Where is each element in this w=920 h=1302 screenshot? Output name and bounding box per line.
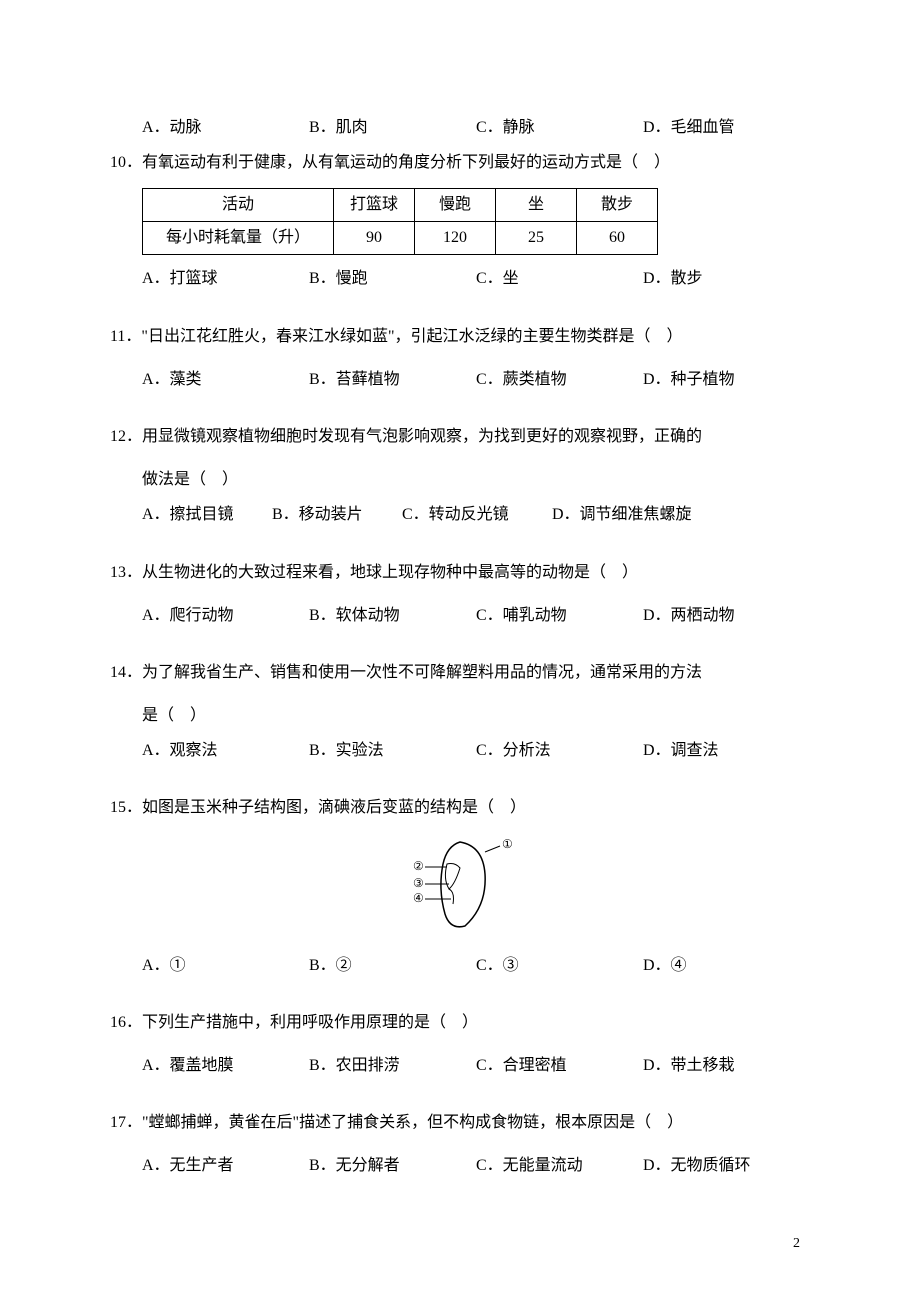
q10: 10．有氧运动有利于健康，从有氧运动的角度分析下列最好的运动方式是（ ） 活动 …: [110, 145, 810, 296]
q10-options: A．打篮球 B．慢跑 C．坐 D．散步: [110, 261, 810, 296]
q9-options: A．动脉 B．肌肉 C．静脉 D．毛细血管: [110, 110, 810, 145]
page: A．动脉 B．肌肉 C．静脉 D．毛细血管 10．有氧运动有利于健康，从有氧运动…: [0, 0, 920, 1302]
q11-text: 11．"日出江花红胜火，春来江水绿如蓝"，引起江水泛绿的主要生物类群是（ ）: [110, 319, 810, 354]
q13-options: A．爬行动物 B．软体动物 C．哺乳动物 D．两栖动物: [110, 598, 810, 633]
q17-text: 17．"螳螂捕蝉，黄雀在后"描述了捕食关系，但不构成食物链，根本原因是（ ）: [110, 1105, 810, 1140]
q10-opt-c: C．坐: [476, 261, 643, 296]
q13-opt-c: C．哺乳动物: [476, 598, 643, 633]
q16-options: A．覆盖地膜 B．农田排涝 C．合理密植 D．带土移栽: [110, 1048, 810, 1083]
q16-opt-d: D．带土移栽: [643, 1048, 810, 1083]
q10-text: 10．有氧运动有利于健康，从有氧运动的角度分析下列最好的运动方式是（ ）: [110, 145, 810, 180]
q14-options: A．观察法 B．实验法 C．分析法 D．调查法: [110, 733, 810, 768]
q12-opt-d: D．调节细准焦螺旋: [552, 497, 692, 532]
page-number: 2: [793, 1233, 800, 1254]
q12-opt-c: C．转动反光镜: [402, 497, 552, 532]
q14-opt-c: C．分析法: [476, 733, 643, 768]
q12-options: A．擦拭目镜 B．移动装片 C．转动反光镜 D．调节细准焦螺旋: [110, 497, 810, 532]
q10-table: 活动 打篮球 慢跑 坐 散步 每小时耗氧量（升） 90 120 25 60: [142, 188, 658, 255]
q15-opt-c: C．③: [476, 948, 643, 983]
q13: 13．从生物进化的大致过程来看，地球上现存物种中最高等的动物是（ ） A．爬行动…: [110, 555, 810, 633]
q10-opt-b: B．慢跑: [309, 261, 476, 296]
seed-label-1: ①: [502, 837, 513, 851]
q10-td-4: 60: [577, 222, 658, 255]
q14-opt-a: A．观察法: [142, 733, 309, 768]
q10-td-1: 90: [334, 222, 415, 255]
q14-text2: 是（ ）: [110, 698, 810, 733]
q10-th-2: 慢跑: [415, 189, 496, 222]
q10-opt-d: D．散步: [643, 261, 810, 296]
q11-options: A．藻类 B．苔藓植物 C．蕨类植物 D．种子植物: [110, 362, 810, 397]
q11: 11．"日出江花红胜火，春来江水绿如蓝"，引起江水泛绿的主要生物类群是（ ） A…: [110, 319, 810, 397]
q10-th-3: 坐: [496, 189, 577, 222]
q15-text: 15．如图是玉米种子结构图，滴碘液后变蓝的结构是（ ）: [110, 790, 810, 825]
q16-opt-a: A．覆盖地膜: [142, 1048, 309, 1083]
q13-opt-d: D．两栖动物: [643, 598, 810, 633]
q10-td-2: 120: [415, 222, 496, 255]
q16-text: 16．下列生产措施中，利用呼吸作用原理的是（ ）: [110, 1005, 810, 1040]
q17-opt-a: A．无生产者: [142, 1148, 309, 1183]
q17-opt-d: D．无物质循环: [643, 1148, 810, 1183]
q11-opt-a: A．藻类: [142, 362, 309, 397]
q15-figure: ① ② ③ ④: [110, 834, 810, 942]
q12-text: 12．用显微镜观察植物细胞时发现有气泡影响观察，为找到更好的观察视野，正确的: [110, 419, 810, 454]
seed-label-2: ②: [413, 859, 424, 873]
q13-text: 13．从生物进化的大致过程来看，地球上现存物种中最高等的动物是（ ）: [110, 555, 810, 590]
q10-th-1: 打篮球: [334, 189, 415, 222]
q11-opt-d: D．种子植物: [643, 362, 810, 397]
q12: 12．用显微镜观察植物细胞时发现有气泡影响观察，为找到更好的观察视野，正确的 做…: [110, 419, 810, 533]
q10-table-row: 每小时耗氧量（升） 90 120 25 60: [143, 222, 658, 255]
q9-opt-b: B．肌肉: [309, 110, 476, 145]
q17-options: A．无生产者 B．无分解者 C．无能量流动 D．无物质循环: [110, 1148, 810, 1183]
q14-opt-b: B．实验法: [309, 733, 476, 768]
seed-label-3: ③: [413, 876, 424, 890]
q17-opt-c: C．无能量流动: [476, 1148, 643, 1183]
q17-opt-b: B．无分解者: [309, 1148, 476, 1183]
q12-text2: 做法是（ ）: [110, 462, 810, 497]
q15-opt-b: B．②: [309, 948, 476, 983]
q9-opt-a: A．动脉: [142, 110, 309, 145]
seed-label-4: ④: [413, 891, 424, 905]
q13-opt-a: A．爬行动物: [142, 598, 309, 633]
q10-opt-a: A．打篮球: [142, 261, 309, 296]
q14: 14．为了解我省生产、销售和使用一次性不可降解塑料用品的情况，通常采用的方法 是…: [110, 655, 810, 769]
q10-td-3: 25: [496, 222, 577, 255]
q12-opt-a: A．擦拭目镜: [142, 497, 272, 532]
q11-opt-c: C．蕨类植物: [476, 362, 643, 397]
q15-opt-d: D．④: [643, 948, 810, 983]
q10-th-0: 活动: [143, 189, 334, 222]
q16-opt-c: C．合理密植: [476, 1048, 643, 1083]
q16-opt-b: B．农田排涝: [309, 1048, 476, 1083]
q9-opt-c: C．静脉: [476, 110, 643, 145]
q15-opt-a: A．①: [142, 948, 309, 983]
corn-seed-icon: ① ② ③ ④: [405, 834, 515, 934]
q14-opt-d: D．调查法: [643, 733, 810, 768]
q10-th-4: 散步: [577, 189, 658, 222]
q12-opt-b: B．移动装片: [272, 497, 402, 532]
q11-opt-b: B．苔藓植物: [309, 362, 476, 397]
q15-options: A．① B．② C．③ D．④: [110, 948, 810, 983]
q17: 17．"螳螂捕蝉，黄雀在后"描述了捕食关系，但不构成食物链，根本原因是（ ） A…: [110, 1105, 810, 1183]
q10-td-0: 每小时耗氧量（升）: [143, 222, 334, 255]
q16: 16．下列生产措施中，利用呼吸作用原理的是（ ） A．覆盖地膜 B．农田排涝 C…: [110, 1005, 810, 1083]
q9-opt-d: D．毛细血管: [643, 110, 810, 145]
q10-table-header: 活动 打篮球 慢跑 坐 散步: [143, 189, 658, 222]
q15: 15．如图是玉米种子结构图，滴碘液后变蓝的结构是（ ） ① ② ③ ④ A．①: [110, 790, 810, 982]
q13-opt-b: B．软体动物: [309, 598, 476, 633]
q14-text: 14．为了解我省生产、销售和使用一次性不可降解塑料用品的情况，通常采用的方法: [110, 655, 810, 690]
